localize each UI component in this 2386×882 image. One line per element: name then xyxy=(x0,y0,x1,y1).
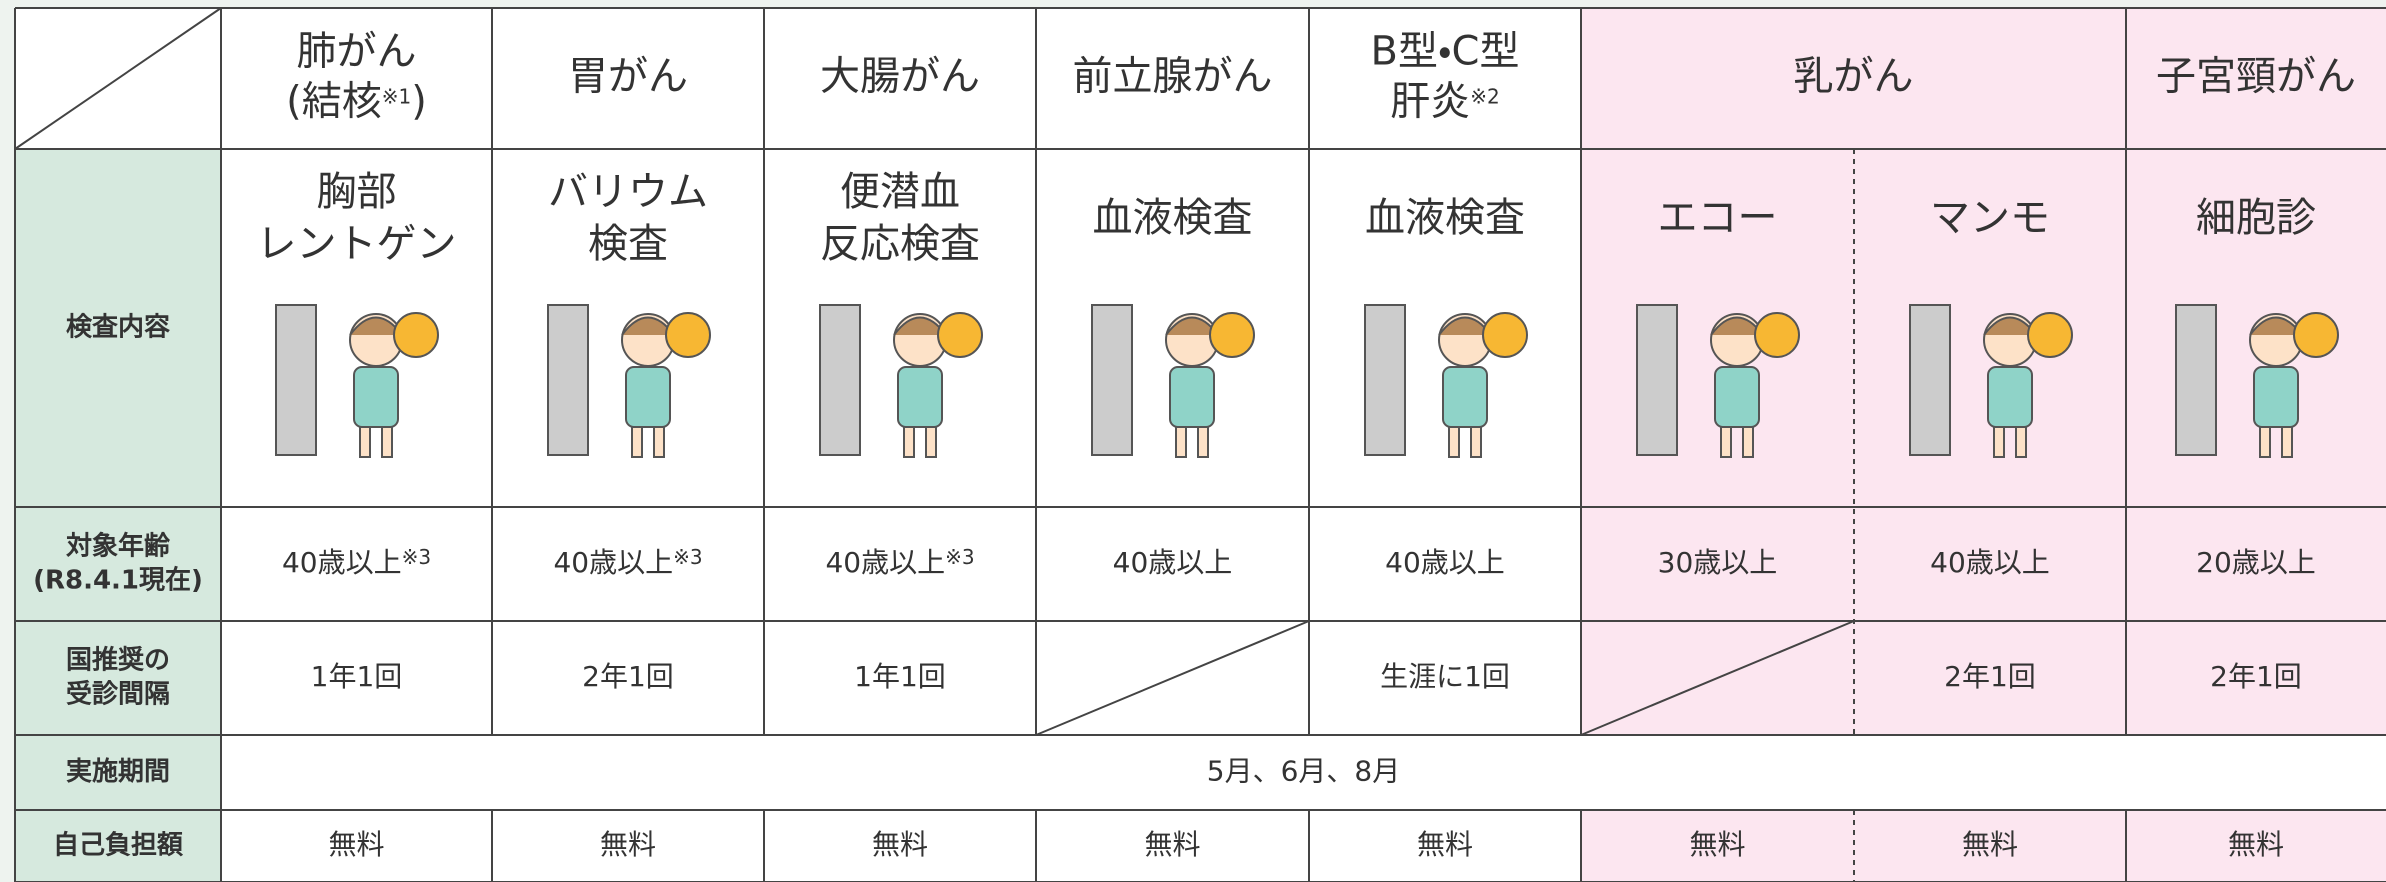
row-label: 受診間隔 xyxy=(66,679,170,710)
text: 20歳以上 xyxy=(2196,546,2316,579)
cell-text: 胃がん xyxy=(568,54,688,100)
text: 子宮頸がん xyxy=(2156,54,2356,100)
note: ※3 xyxy=(402,545,431,569)
cost: 無料 xyxy=(1417,828,1473,861)
cost: 無料 xyxy=(328,828,384,861)
text: 40歳以上 xyxy=(1930,546,2050,579)
cell-text: 前立腺がん xyxy=(1073,54,1273,100)
cell-text: 40歳以上※3 xyxy=(282,545,431,580)
cell-text: 乳がん xyxy=(1794,54,1914,100)
interval: 2年1回 xyxy=(2210,660,2302,693)
text: 40歳以上 xyxy=(1385,546,1505,579)
row-label: 自己負担額 xyxy=(53,830,184,861)
cell-text: 肺がん xyxy=(297,29,417,75)
cell-text: 子宮頸がん xyxy=(2156,54,2356,100)
backgrounds xyxy=(15,8,2386,882)
cell-text: 40歳以上 xyxy=(1930,546,2050,579)
interval: 1年1回 xyxy=(311,660,403,693)
exam-name: 便潜血 xyxy=(840,169,960,215)
text: 30歳以上 xyxy=(1658,546,1778,579)
cost: 無料 xyxy=(872,828,928,861)
exam-name: 細胞診 xyxy=(2196,195,2316,241)
text: 40歳以上 xyxy=(1113,546,1233,579)
cell-text: 40歳以上※3 xyxy=(825,545,974,580)
text: 40歳以上 xyxy=(553,546,673,579)
text: 乳がん xyxy=(1794,54,1914,100)
text: (結核 xyxy=(286,79,382,125)
cost: 無料 xyxy=(1962,828,2018,861)
text: B型・C型 xyxy=(1371,29,1520,75)
exam-name: 検査 xyxy=(588,221,668,267)
cell-border xyxy=(1035,620,1310,736)
cell-text: 30歳以上 xyxy=(1658,546,1778,579)
period: 5月、6月、8月 xyxy=(1207,755,1400,788)
row-label: (R8.4.1現在) xyxy=(33,566,203,596)
text: 前立腺がん xyxy=(1073,54,1273,100)
text: 40歳以上 xyxy=(282,546,402,579)
exam-name: 血液検査 xyxy=(1365,195,1525,241)
pink-bg xyxy=(1581,810,2386,882)
text: 40歳以上 xyxy=(825,546,945,579)
cell-text: 20歳以上 xyxy=(2196,546,2316,579)
row-label: 対象年齢 xyxy=(66,531,170,562)
text: 大腸がん xyxy=(820,54,980,100)
label-column-bg xyxy=(15,149,221,882)
note: ※3 xyxy=(673,545,702,569)
interval: 生涯に1回 xyxy=(1380,660,1510,693)
cost: 無料 xyxy=(2228,828,2284,861)
interval: 2年1回 xyxy=(582,660,674,693)
cost: 無料 xyxy=(1144,828,1200,861)
interval: 1年1回 xyxy=(854,660,946,693)
row-label: 実施期間 xyxy=(66,756,170,787)
row-label: 検査内容 xyxy=(66,313,170,343)
cell-border xyxy=(1580,620,1855,736)
cell-text: 大腸がん xyxy=(820,54,980,100)
cell-text: 40歳以上※3 xyxy=(553,545,702,580)
cost: 無料 xyxy=(1689,828,1745,861)
exam-name: 反応検査 xyxy=(820,221,980,267)
exam-name: マンモ xyxy=(1930,195,2050,241)
text: 胃がん xyxy=(568,54,688,100)
interval: 2年1回 xyxy=(1944,660,2036,693)
note: ※1 xyxy=(382,84,411,108)
exam-name: バリウム xyxy=(548,169,708,215)
exam-name: レントゲン xyxy=(257,221,457,267)
cell-text: 40歳以上 xyxy=(1385,546,1505,579)
row-label: 国推奨の xyxy=(66,646,170,676)
text: 肺がん xyxy=(297,29,417,75)
note: ※2 xyxy=(1470,84,1499,108)
text: ) xyxy=(411,79,427,125)
note: ※3 xyxy=(945,545,974,569)
cell-border xyxy=(14,7,222,150)
exam-name: 胸部 xyxy=(317,169,397,215)
grid-lines xyxy=(14,7,2386,882)
cell-text: 40歳以上 xyxy=(1113,546,1233,579)
cell-text: (結核※1) xyxy=(286,79,427,125)
cell-text: B型・C型 xyxy=(1371,29,1520,75)
cost: 無料 xyxy=(600,828,656,861)
exam-name: 血液検査 xyxy=(1093,195,1253,241)
exam-name: エコー xyxy=(1658,195,1778,241)
cell-text: 肝炎※2 xyxy=(1390,79,1499,125)
text: 肝炎 xyxy=(1390,79,1470,125)
